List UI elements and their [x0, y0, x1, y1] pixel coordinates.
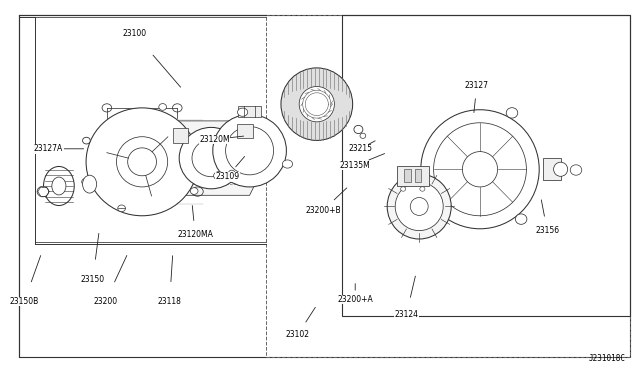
Text: 23150B: 23150B: [10, 297, 39, 306]
Text: 23200+A: 23200+A: [337, 295, 373, 304]
Ellipse shape: [421, 110, 540, 229]
Bar: [397, 166, 429, 186]
Ellipse shape: [410, 198, 428, 215]
Bar: [173, 128, 188, 143]
Ellipse shape: [159, 103, 166, 110]
Ellipse shape: [506, 108, 518, 118]
Text: 23120M: 23120M: [199, 135, 230, 144]
Ellipse shape: [401, 187, 406, 191]
Text: J231018C: J231018C: [589, 354, 626, 363]
Text: 23120MA: 23120MA: [177, 230, 213, 239]
Text: 23124: 23124: [394, 310, 419, 319]
Text: 23215: 23215: [348, 144, 372, 153]
Ellipse shape: [118, 205, 125, 212]
Text: 23150: 23150: [81, 275, 105, 283]
Ellipse shape: [52, 177, 66, 195]
Ellipse shape: [83, 137, 90, 144]
Ellipse shape: [354, 125, 363, 134]
Ellipse shape: [192, 140, 230, 177]
Text: 23200: 23200: [93, 297, 118, 306]
Ellipse shape: [214, 171, 224, 180]
Bar: [415, 169, 421, 182]
Ellipse shape: [179, 128, 243, 189]
Text: 23135M: 23135M: [340, 161, 371, 170]
Bar: [237, 124, 253, 138]
Ellipse shape: [282, 160, 292, 168]
Ellipse shape: [300, 86, 335, 122]
Ellipse shape: [86, 108, 198, 216]
Ellipse shape: [410, 170, 422, 180]
Bar: [342, 15, 630, 316]
Ellipse shape: [515, 214, 527, 224]
Ellipse shape: [434, 123, 526, 216]
Ellipse shape: [387, 174, 451, 239]
Ellipse shape: [116, 137, 168, 187]
Ellipse shape: [396, 182, 444, 231]
Text: 23109: 23109: [215, 172, 239, 181]
Ellipse shape: [83, 175, 97, 193]
Text: 23127: 23127: [465, 81, 489, 90]
Text: 23200+B: 23200+B: [305, 206, 341, 215]
Text: 23100: 23100: [122, 29, 147, 38]
Ellipse shape: [554, 162, 568, 176]
Ellipse shape: [228, 170, 235, 176]
Ellipse shape: [237, 108, 248, 116]
Text: 23102: 23102: [285, 330, 310, 339]
Text: 23156: 23156: [535, 226, 559, 235]
Ellipse shape: [128, 148, 157, 176]
Ellipse shape: [281, 68, 353, 140]
Ellipse shape: [190, 188, 198, 195]
Bar: [543, 158, 561, 180]
Bar: [238, 106, 261, 117]
Text: 23118: 23118: [157, 297, 182, 306]
Polygon shape: [170, 121, 256, 195]
Ellipse shape: [360, 133, 366, 138]
Ellipse shape: [226, 126, 274, 175]
Ellipse shape: [212, 115, 287, 187]
Ellipse shape: [37, 186, 49, 197]
Text: 23127A: 23127A: [33, 144, 63, 153]
Ellipse shape: [570, 165, 582, 175]
Ellipse shape: [462, 152, 498, 187]
Ellipse shape: [82, 179, 90, 185]
Ellipse shape: [44, 167, 74, 205]
Bar: [266, 15, 630, 357]
Ellipse shape: [420, 187, 425, 191]
Bar: [404, 169, 411, 182]
